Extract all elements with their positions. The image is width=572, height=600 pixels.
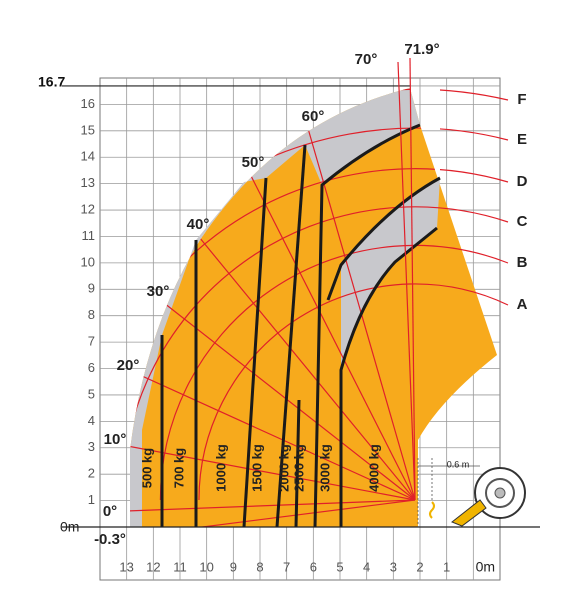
angle-line bbox=[244, 163, 416, 501]
load-label: 4000 kg bbox=[366, 444, 381, 492]
machine: 0.6 m bbox=[100, 458, 540, 528]
angle-label: 20° bbox=[117, 357, 140, 374]
working-envelope bbox=[130, 88, 497, 527]
x-tick-label: 1 bbox=[443, 559, 450, 574]
angle-label: 70° bbox=[355, 51, 378, 68]
angle-line bbox=[397, 61, 416, 501]
load-boundary bbox=[294, 176, 441, 528]
load-boundary bbox=[242, 177, 268, 528]
angle-label: 40° bbox=[187, 216, 210, 233]
angle-label: 60° bbox=[302, 108, 325, 125]
y-tick-label: 7 bbox=[88, 334, 95, 349]
load-boundary bbox=[339, 226, 438, 527]
boom-label: E bbox=[517, 131, 527, 148]
angle-line bbox=[130, 365, 416, 501]
load-label: 2500 kg bbox=[291, 444, 306, 492]
y-tick-label: 2 bbox=[88, 466, 95, 481]
boom-arc bbox=[130, 168, 509, 501]
x-tick-label: 4 bbox=[363, 559, 370, 574]
angle-line bbox=[130, 441, 416, 501]
x-tick-label: 6 bbox=[310, 559, 317, 574]
x-tick-label: 7 bbox=[283, 559, 290, 574]
reduced-zone bbox=[130, 88, 420, 527]
y-tick-label: 16.7 bbox=[38, 74, 65, 90]
x-tick-label: 11 bbox=[173, 559, 187, 574]
y-tick-label: 6 bbox=[88, 360, 95, 375]
fork bbox=[429, 501, 435, 519]
x-tick-label: 12 bbox=[146, 559, 160, 574]
y-tick-label: 0m bbox=[60, 519, 79, 535]
load-boundary bbox=[275, 144, 307, 528]
labels: 13 12 11 10 9 8 7 6 5 4 3 2 1 0m0m1234567891011121314… bbox=[38, 41, 528, 575]
angle-label: 71.9° bbox=[404, 41, 439, 58]
y-tick-label: 1 bbox=[88, 492, 95, 507]
angle-label: 50° bbox=[242, 154, 265, 171]
angle-label: -0.3° bbox=[94, 531, 126, 548]
load-label: 2000 kg bbox=[276, 444, 291, 492]
x-tick-label: 5 bbox=[336, 559, 343, 574]
x-tick-label: 9 bbox=[230, 559, 237, 574]
x-tick-label: 8 bbox=[256, 559, 263, 574]
angle-line bbox=[149, 291, 416, 501]
load-boundary bbox=[313, 123, 421, 528]
y-tick-label: 11 bbox=[82, 228, 96, 243]
load-label: 700 kg bbox=[171, 448, 186, 489]
load-label: 1500 kg bbox=[249, 444, 264, 492]
y-tick-label: 10 bbox=[81, 254, 95, 269]
boom-arc bbox=[198, 283, 509, 501]
angle-line bbox=[189, 225, 416, 501]
frame bbox=[99, 77, 501, 581]
x-tick-label: 3 bbox=[390, 559, 397, 574]
boom-label: A bbox=[517, 296, 528, 313]
y-tick-label: 13 bbox=[81, 175, 95, 190]
x-tick-label: 13 bbox=[119, 559, 133, 574]
load-label: 500 kg bbox=[139, 448, 154, 489]
x-tick-label: 10 bbox=[199, 559, 213, 574]
wheel-hub bbox=[494, 487, 506, 499]
x-tick-label: 2 bbox=[416, 559, 423, 574]
y-tick-label: 4 bbox=[88, 413, 95, 428]
y-tick-label: 15 bbox=[81, 122, 95, 137]
boom-label: D bbox=[517, 173, 528, 190]
load-zones bbox=[130, 88, 509, 528]
angle-line bbox=[130, 499, 416, 527]
boom-label: C bbox=[517, 213, 528, 230]
reduced-zone bbox=[341, 178, 440, 370]
y-tick-label: 12 bbox=[81, 201, 95, 216]
angle-line bbox=[130, 499, 416, 513]
y-tick-label: 9 bbox=[88, 281, 95, 296]
boom-stub bbox=[451, 499, 487, 527]
y-tick-label: 3 bbox=[88, 439, 95, 454]
load-label: 1000 kg bbox=[213, 444, 228, 492]
x-tick-label: 0m bbox=[476, 559, 495, 575]
angle-label: 0° bbox=[103, 503, 117, 520]
boom-label: B bbox=[517, 254, 528, 271]
dimension-label: 0.6 m bbox=[447, 459, 470, 469]
y-tick-label: 8 bbox=[88, 307, 95, 322]
angle-line bbox=[409, 57, 416, 501]
angle-label: 10° bbox=[104, 431, 127, 448]
boom-arc bbox=[159, 244, 509, 501]
angle-label: 30° bbox=[147, 283, 170, 300]
y-tick-label: 5 bbox=[88, 386, 95, 401]
y-tick-label: 14 bbox=[81, 149, 95, 164]
y-tick-label: 16 bbox=[81, 96, 95, 111]
boom-label: F bbox=[517, 91, 526, 108]
load-label: 3000 kg bbox=[317, 444, 332, 492]
